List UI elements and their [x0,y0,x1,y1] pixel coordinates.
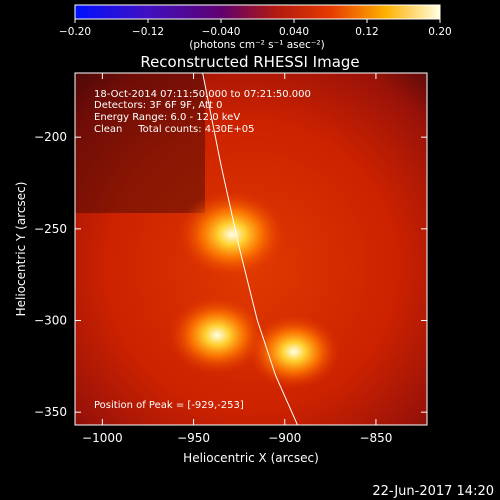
x-tick-label: −900 [268,431,301,445]
y-tick-label: −250 [34,222,67,236]
colorbar-tick-label: −0.20 [59,26,91,38]
peak-position-label: Position of Peak = [-929,-253] [94,400,244,411]
info-line: Energy Range: 6.0 - 12.0 keV [94,112,240,123]
chart-title: Reconstructed RHESSI Image [140,53,359,71]
colorbar-tick-label: 0.12 [355,26,378,38]
y-axis-label: Heliocentric Y (arcsec) [14,182,28,317]
info-line: 18-Oct-2014 07:11:50.000 to 07:21:50.000 [94,89,311,100]
colorbar-tick-label: −0.040 [202,26,241,38]
colorbar-tick-label: 0.20 [428,26,451,38]
info-line: Clean Total counts: 4.30E+05 [94,124,254,135]
x-tick-label: −950 [177,431,210,445]
y-tick-label: −300 [34,314,67,328]
y-tick-label: −200 [34,130,67,144]
flare-source [177,190,287,279]
colorbar: −0.20 −0.12 −0.040 0.040 0.12 0.20 (photons c… [59,4,452,51]
plot-area: −1000 −950 −900 −850 −200 −250 −300 −350 [34,72,428,445]
solar-limb-line [202,73,298,425]
info-line: Detectors: 3F 6F 9F, Att 0 [94,100,222,111]
flare-source [168,295,267,375]
x-axis-label: Heliocentric X (arcsec) [183,451,319,465]
timestamp: 22-Jun-2017 14:20 [372,484,494,499]
info-text: 18-Oct-2014 07:11:50.000 to 07:21:50.000… [94,89,311,411]
flare-source [247,313,341,390]
x-tick-label: −1000 [82,431,123,445]
colorbar-gradient [74,4,441,20]
colorbar-tick-label: 0.040 [279,26,309,38]
plot-frame [74,72,428,426]
colorbar-tick-label: −0.12 [132,26,164,38]
y-tick-label: −350 [34,405,67,419]
heatmap-dark-corner [75,73,205,213]
colorbar-unit-label: (photons cm⁻² s⁻¹ asec⁻²) [189,39,324,51]
x-tick-label: −850 [359,431,392,445]
